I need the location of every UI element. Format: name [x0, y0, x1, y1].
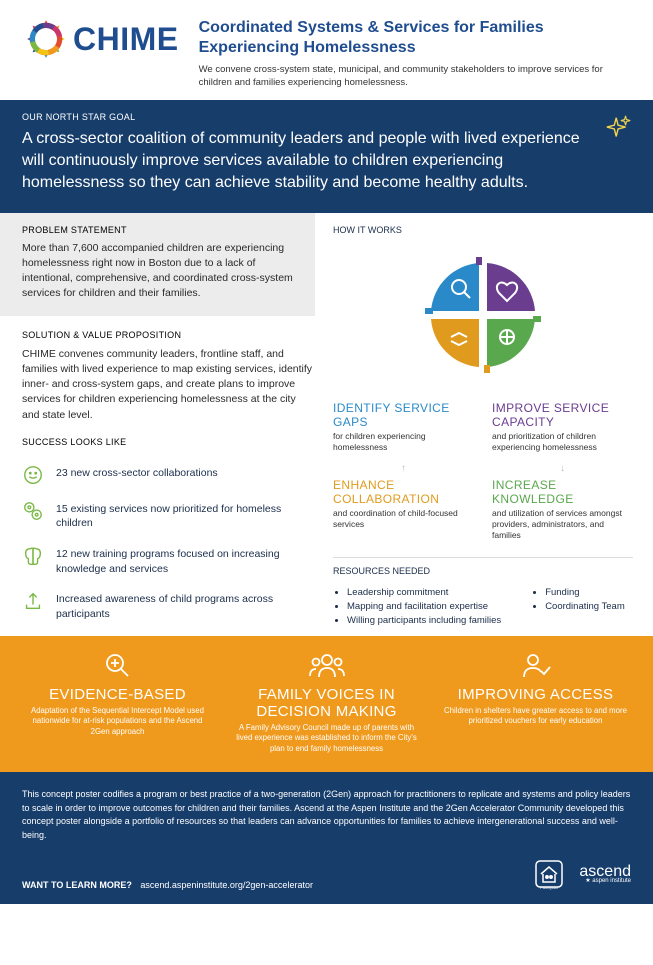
arrow-icon: ↑: [333, 463, 474, 474]
learn-more-url: ascend.aspeninstitute.org/2gen-accelerat…: [140, 880, 313, 890]
resource-item: Mapping and facilitation expertise: [347, 600, 501, 614]
orange-col: EVIDENCE-BASED Adaptation of the Sequent…: [22, 650, 213, 755]
resource-item: Willing participants including families: [347, 614, 501, 628]
person-check-icon: [440, 650, 631, 682]
resources-list-1: Leadership commitment Mapping and facili…: [333, 586, 501, 627]
quad-title: IMPROVE SERVICE CAPACITY: [492, 401, 633, 429]
main-two-col: PROBLEM STATEMENT More than 7,600 accomp…: [0, 213, 653, 636]
gear-icon: [25, 18, 67, 60]
quad-desc: and coordination of child-focused servic…: [333, 508, 474, 530]
quad-title: ENHANCE COLLABORATION: [333, 478, 474, 506]
smile-icon: [22, 464, 44, 486]
resource-item: Funding: [545, 586, 625, 600]
north-star-body: A cross-sector coalition of community le…: [22, 128, 631, 195]
footer: This concept poster codifies a program o…: [0, 772, 653, 904]
footer-body: This concept poster codifies a program o…: [22, 788, 631, 842]
sparkle-icon: [605, 114, 633, 142]
ascend-logo: ascend ★ aspen institute: [579, 865, 631, 885]
orange-title: IMPROVING ACCESS: [440, 686, 631, 703]
resources-label: RESOURCES NEEDED: [333, 566, 633, 576]
quad-item: IDENTIFY SERVICE GAPS for children exper…: [333, 401, 474, 474]
success-text: Increased awareness of child programs ac…: [56, 590, 315, 621]
success-label: SUCCESS LOOKS LIKE: [22, 437, 315, 447]
resource-item: Coordinating Team: [545, 600, 625, 614]
logo-text: CHIME: [73, 21, 179, 58]
orange-col: IMPROVING ACCESS Children in shelters ha…: [440, 650, 631, 755]
orange-title: FAMILY VOICES IN DECISION MAKING: [231, 686, 422, 720]
ascend-text: ascend: [579, 863, 631, 880]
north-star-section: OUR NORTH STAR GOAL A cross-sector coali…: [0, 100, 653, 213]
orange-desc: Adaptation of the Sequential Intercept M…: [22, 706, 213, 738]
success-text: 23 new cross-sector collaborations: [56, 464, 218, 481]
orange-band: EVIDENCE-BASED Adaptation of the Sequent…: [0, 636, 653, 773]
familyaid-logo-icon: FamilyAid: [533, 858, 565, 890]
footer-logos: FamilyAid ascend ★ aspen institute: [533, 858, 631, 890]
success-text: 12 new training programs focused on incr…: [56, 545, 315, 576]
ascend-sub: ★ aspen institute: [579, 879, 631, 884]
orange-desc: Children in shelters have greater access…: [440, 706, 631, 727]
page-title: Coordinated Systems & Services for Famil…: [199, 18, 628, 58]
orange-col: FAMILY VOICES IN DECISION MAKING A Famil…: [231, 650, 422, 755]
success-section: SUCCESS LOOKS LIKE: [0, 423, 315, 447]
quad-item: IMPROVE SERVICE CAPACITY and prioritizat…: [492, 401, 633, 474]
how-wheel: [333, 245, 633, 385]
quad-desc: and prioritization of children experienc…: [492, 431, 633, 453]
svg-text:FamilyAid: FamilyAid: [541, 885, 559, 890]
success-text: 15 existing services now prioritized for…: [56, 500, 315, 531]
north-star-label: OUR NORTH STAR GOAL: [22, 112, 631, 122]
how-label: HOW IT WORKS: [333, 225, 633, 235]
problem-body: More than 7,600 accompanied children are…: [22, 241, 301, 302]
quad-title: INCREASE KNOWLEDGE: [492, 478, 633, 506]
page-subtitle: We convene cross-system state, municipal…: [199, 63, 628, 90]
header: CHIME Coordinated Systems & Services for…: [0, 0, 653, 100]
people-icon: [231, 650, 422, 682]
quad-desc: and utilization of services amongst prov…: [492, 508, 633, 541]
magnify-plus-icon: [22, 650, 213, 682]
success-item: Increased awareness of child programs ac…: [22, 590, 315, 621]
solution-body: CHIME convenes community leaders, frontl…: [22, 347, 315, 423]
learn-more: WANT TO LEARN MORE? ascend.aspeninstitut…: [22, 880, 313, 890]
solution-section: SOLUTION & VALUE PROPOSITION CHIME conve…: [0, 316, 315, 423]
resources-section: RESOURCES NEEDED Leadership commitment M…: [333, 557, 633, 627]
orange-desc: A Family Advisory Council made up of par…: [231, 723, 422, 755]
gears-icon: [22, 500, 44, 522]
success-item: 23 new cross-sector collaborations: [22, 464, 315, 486]
logo: CHIME: [25, 18, 179, 60]
how-quadrants: IDENTIFY SERVICE GAPS for children exper…: [333, 401, 633, 551]
resource-item: Leadership commitment: [347, 586, 501, 600]
quad-title: IDENTIFY SERVICE GAPS: [333, 401, 474, 429]
orange-title: EVIDENCE-BASED: [22, 686, 213, 703]
learn-more-label: WANT TO LEARN MORE?: [22, 880, 132, 890]
quad-item: INCREASE KNOWLEDGE and utilization of se…: [492, 478, 633, 551]
arrow-icon: ↓: [492, 463, 633, 474]
quad-item: ENHANCE COLLABORATION and coordination o…: [333, 478, 474, 551]
brain-icon: [22, 545, 44, 567]
problem-label: PROBLEM STATEMENT: [22, 225, 301, 235]
problem-section: PROBLEM STATEMENT More than 7,600 accomp…: [0, 213, 315, 316]
success-item: 12 new training programs focused on incr…: [22, 545, 315, 576]
solution-label: SOLUTION & VALUE PROPOSITION: [22, 330, 315, 340]
resources-list-2: Funding Coordinating Team: [531, 586, 625, 627]
quad-desc: for children experiencing homelessness: [333, 431, 474, 453]
success-item: 15 existing services now prioritized for…: [22, 500, 315, 531]
upload-icon: [22, 590, 44, 612]
